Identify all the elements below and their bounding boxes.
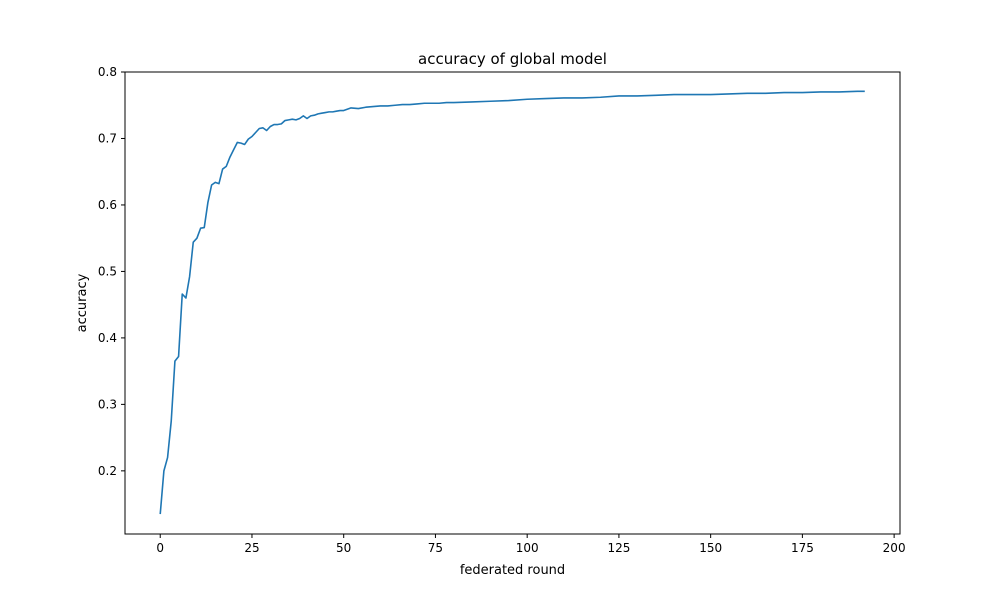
plot-area bbox=[124, 71, 901, 535]
y-axis-label: accuracy bbox=[75, 273, 90, 332]
x-axis-ticks: 0 25 50 75 100 125 150 175 200 bbox=[156, 534, 906, 555]
y-tick-label: 0.6 bbox=[98, 198, 117, 212]
x-tick-label: 125 bbox=[607, 541, 630, 555]
x-tick-label: 175 bbox=[791, 541, 814, 555]
y-tick-label: 0.4 bbox=[98, 331, 117, 345]
y-tick-label: 0.7 bbox=[98, 131, 117, 145]
chart-title: accuracy of global model bbox=[418, 50, 607, 68]
accuracy-line bbox=[159, 90, 865, 515]
x-tick-label: 50 bbox=[336, 541, 351, 555]
x-tick-label: 200 bbox=[883, 541, 906, 555]
x-tick-label: 100 bbox=[516, 541, 539, 555]
axes-frame bbox=[124, 71, 901, 535]
y-tick-label: 0.8 bbox=[98, 65, 117, 79]
y-axis-ticks: 0.2 0.3 0.4 0.5 0.6 0.7 0.8 bbox=[98, 65, 125, 478]
x-tick-label: 25 bbox=[244, 541, 259, 555]
y-tick-label: 0.3 bbox=[98, 397, 117, 411]
x-tick-label: 150 bbox=[699, 541, 722, 555]
y-tick-label: 0.5 bbox=[98, 264, 117, 278]
x-tick-label: 75 bbox=[428, 541, 443, 555]
x-axis-label: federated round bbox=[460, 563, 565, 578]
x-tick-label: 0 bbox=[156, 541, 164, 555]
y-tick-label: 0.2 bbox=[98, 464, 117, 478]
